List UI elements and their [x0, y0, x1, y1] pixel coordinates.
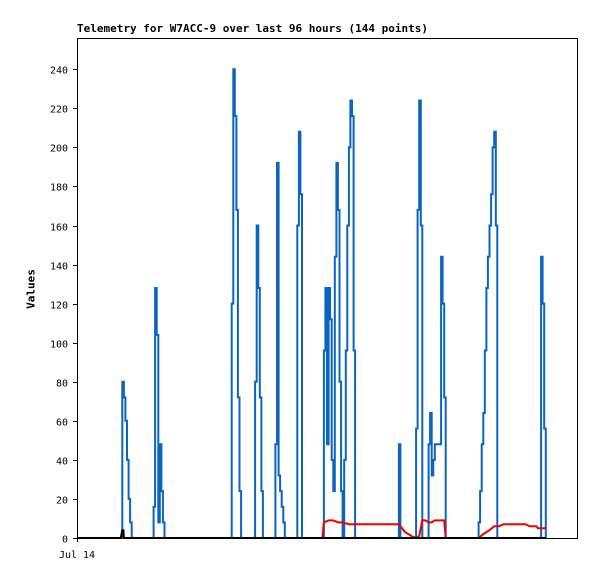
y-tick-label: 240 [50, 66, 68, 77]
y-tick-label: 0 [62, 535, 68, 546]
series-line-2 [77, 519, 546, 540]
series-line-1 [77, 68, 547, 539]
x-tick-label: Jul 14 [59, 550, 95, 561]
series-line-3 [77, 529, 546, 539]
y-tick-label: 40 [56, 457, 68, 468]
y-tick-label: 100 [50, 340, 68, 351]
y-tick-label: 20 [56, 496, 68, 507]
y-tick-label: 140 [50, 262, 68, 273]
y-tick-label: 80 [56, 379, 68, 390]
y-tick-label: 200 [50, 144, 68, 155]
y-tick-label: 160 [50, 223, 68, 234]
chart-title: Telemetry for W7ACC-9 over last 96 hours… [77, 22, 428, 35]
y-tick-label: 180 [50, 183, 68, 194]
y-tick-label: 120 [50, 301, 68, 312]
y-tick-label: 220 [50, 105, 68, 116]
y-tick-label: 60 [56, 418, 68, 429]
